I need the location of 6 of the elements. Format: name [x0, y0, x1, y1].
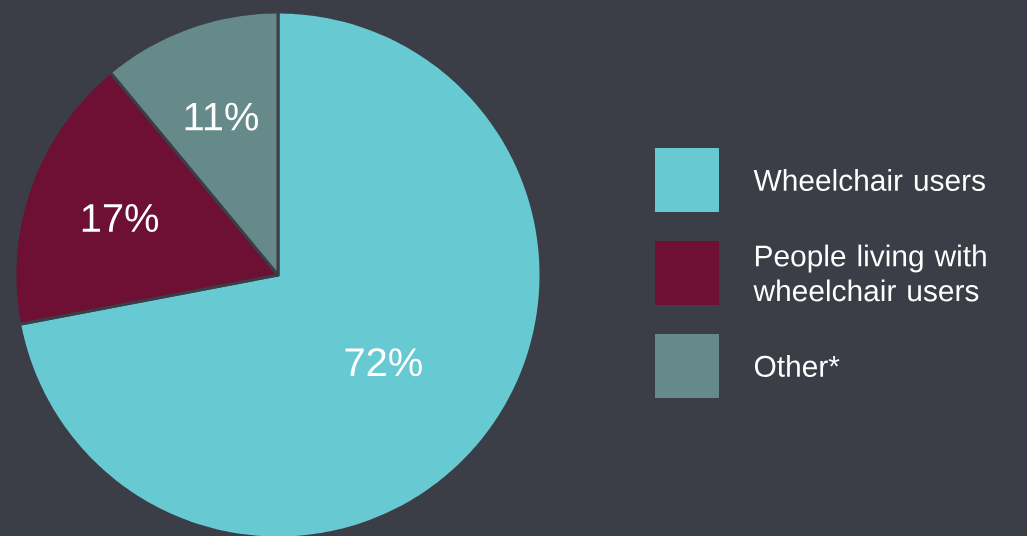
- legend-label: Wheelchair users: [753, 169, 985, 191]
- data-label: 72%: [345, 348, 422, 377]
- legend-label: Other*: [754, 355, 840, 377]
- data-label: 11%: [185, 102, 258, 131]
- data-label: 17%: [82, 204, 159, 232]
- legend-label: People living with wheelchair users: [753, 244, 986, 302]
